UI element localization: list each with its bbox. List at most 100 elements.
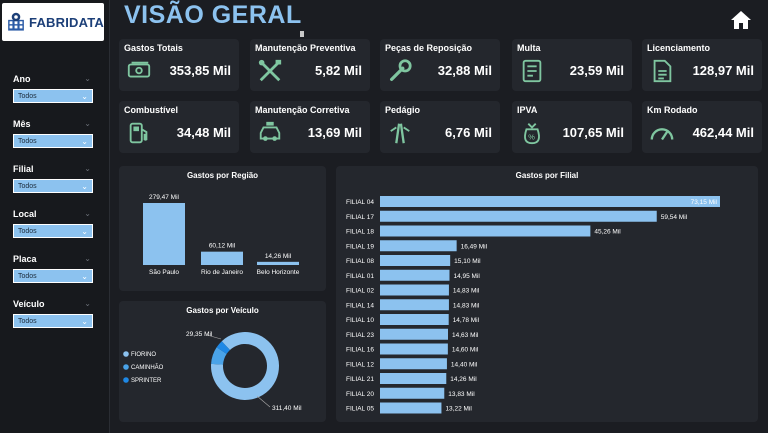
branch-value-label: 14,60 Mil <box>452 347 479 354</box>
kpi-title: Multa <box>517 43 541 53</box>
slice-value-label: 29,35 Mil <box>186 331 213 338</box>
filter-2: Filial ⌄ Todos ⌄ <box>13 164 93 193</box>
legend-label: FIORINO <box>131 352 156 358</box>
branch-category-label: FILIAL 18 <box>346 229 374 236</box>
branch-bar[interactable] <box>380 299 449 311</box>
kpi-value: 32,88 Mil <box>437 63 492 78</box>
filter-sidebar: FABRIDATA Ano ⌄ Todos ⌄ Mês ⌄ Todos ⌄ Fi… <box>0 0 110 433</box>
branch-category-label: FILIAL 05 <box>346 406 374 413</box>
region-value-label: 279,47 Mil <box>149 194 180 201</box>
filter-value: Todos <box>18 272 37 280</box>
gear-logo-icon <box>8 12 24 31</box>
branch-bar[interactable] <box>380 402 442 414</box>
branch-bar[interactable] <box>380 284 449 296</box>
vehicle-slice[interactable] <box>211 347 227 365</box>
filter-dropdown[interactable]: Todos ⌄ <box>13 224 93 238</box>
money-icon <box>127 61 151 78</box>
branch-bar[interactable] <box>380 314 449 325</box>
branch-bar[interactable] <box>380 269 450 281</box>
filter-dropdown[interactable]: Todos ⌄ <box>13 179 93 193</box>
tax-bag-icon: % <box>524 123 540 145</box>
chevron-down-icon[interactable]: ⌄ <box>84 209 91 218</box>
branch-bar[interactable] <box>380 373 447 384</box>
svg-text:%: % <box>528 133 535 142</box>
drag-handle[interactable] <box>300 31 304 37</box>
branch-value-label: 14,63 Mil <box>452 332 479 339</box>
kpi-card: Combustível 34,48 Mil <box>119 101 239 153</box>
kpi-title: Peças de Reposição <box>385 43 473 53</box>
filter-label: Ano <box>13 74 31 84</box>
chevron-down-icon[interactable]: ⌄ <box>84 164 91 173</box>
company-logo: FABRIDATA <box>2 3 104 41</box>
dropdown-arrow-icon: ⌄ <box>81 226 88 236</box>
kpi-card: Pedágio 6,76 Mil <box>380 101 500 153</box>
region-value-label: 60,12 Mil <box>209 243 236 250</box>
kpi-value: 462,44 Mil <box>692 125 754 140</box>
branch-category-label: FILIAL 12 <box>346 361 374 368</box>
region-category-label: Rio de Janeiro <box>201 269 243 276</box>
branch-value-label: 14,40 Mil <box>451 361 478 368</box>
region-bar[interactable] <box>257 261 299 265</box>
region-bar[interactable] <box>143 203 185 265</box>
branch-chart-title: Gastos por Filial <box>515 171 579 180</box>
filter-dropdown[interactable]: Todos ⌄ <box>13 269 93 283</box>
vehicle-slice[interactable] <box>211 332 279 400</box>
kpi-value: 5,82 Mil <box>315 63 362 78</box>
branch-category-label: FILIAL 10 <box>346 317 374 324</box>
branch-value-label: 13,83 Mil <box>448 391 475 398</box>
branch-bar[interactable] <box>380 255 451 266</box>
dropdown-arrow-icon: ⌄ <box>81 271 88 281</box>
vehicle-donut-chart: FIORINO CAMINHÃO SPRINTER 29,35 Mil 311,40 M… <box>123 331 302 412</box>
kpi-title: IPVA <box>517 105 538 115</box>
page-title: VISÃO GERAL <box>124 1 302 29</box>
filter-dropdown[interactable]: Todos ⌄ <box>13 89 93 103</box>
filter-label: Mês <box>13 119 31 129</box>
leader-line <box>256 395 271 408</box>
kpi-title: Licenciamento <box>647 43 711 53</box>
kpi-title: Km Rodado <box>647 105 698 115</box>
branch-bar[interactable] <box>380 387 445 399</box>
region-bar[interactable] <box>201 251 243 265</box>
kpi-card: Multa 23,59 Mil <box>512 39 632 91</box>
branch-bar[interactable] <box>380 358 447 370</box>
branch-bar[interactable] <box>380 225 591 237</box>
dropdown-arrow-icon: ⌄ <box>81 316 88 326</box>
branch-value-label: 13,22 Mil <box>445 406 472 413</box>
branch-category-label: FILIAL 17 <box>346 214 374 221</box>
filter-dropdown[interactable]: Todos ⌄ <box>13 314 93 328</box>
branch-category-label: FILIAL 14 <box>346 302 374 309</box>
toll-road-icon <box>390 123 410 144</box>
branch-bar[interactable] <box>380 240 457 252</box>
filter-1: Mês ⌄ Todos ⌄ <box>13 119 93 148</box>
kpi-value: 6,76 Mil <box>445 125 492 140</box>
filter-value: Todos <box>18 92 37 100</box>
region-bar-chart: 279,47 Mil São Paulo 60,12 Mil Rio de Janei… <box>143 194 300 276</box>
filter-0: Ano ⌄ Todos ⌄ <box>13 74 93 103</box>
ticket-icon <box>522 59 542 83</box>
branch-value-label: 14,95 Mil <box>453 273 480 280</box>
vehicle-slice[interactable] <box>216 341 230 354</box>
chevron-down-icon[interactable]: ⌄ <box>84 254 91 263</box>
document-icon <box>653 59 672 83</box>
filter-value: Todos <box>18 137 37 145</box>
branch-bar[interactable] <box>380 328 448 340</box>
kpi-card: Licenciamento 128,97 Mil <box>642 39 762 91</box>
dropdown-arrow-icon: ⌄ <box>81 136 88 146</box>
branch-bar[interactable] <box>380 343 448 355</box>
branch-category-label: FILIAL 19 <box>346 243 374 250</box>
filter-4: Placa ⌄ Todos ⌄ <box>13 254 93 283</box>
kpi-value: 353,85 Mil <box>169 63 231 78</box>
branch-category-label: FILIAL 02 <box>346 288 374 295</box>
kpi-value: 128,97 Mil <box>692 63 754 78</box>
legend-marker <box>123 377 129 383</box>
filter-dropdown[interactable]: Todos ⌄ <box>13 134 93 148</box>
home-icon[interactable] <box>730 10 752 30</box>
region-category-label: Belo Horizonte <box>257 269 300 276</box>
chevron-down-icon[interactable]: ⌄ <box>84 119 91 128</box>
chevron-down-icon[interactable]: ⌄ <box>84 74 91 83</box>
branch-category-label: FILIAL 16 <box>346 347 374 354</box>
branch-bar[interactable] <box>380 196 720 207</box>
branch-bar[interactable] <box>380 210 657 222</box>
chevron-down-icon[interactable]: ⌄ <box>84 299 91 308</box>
kpi-card: IPVA % 107,65 Mil <box>512 101 632 153</box>
